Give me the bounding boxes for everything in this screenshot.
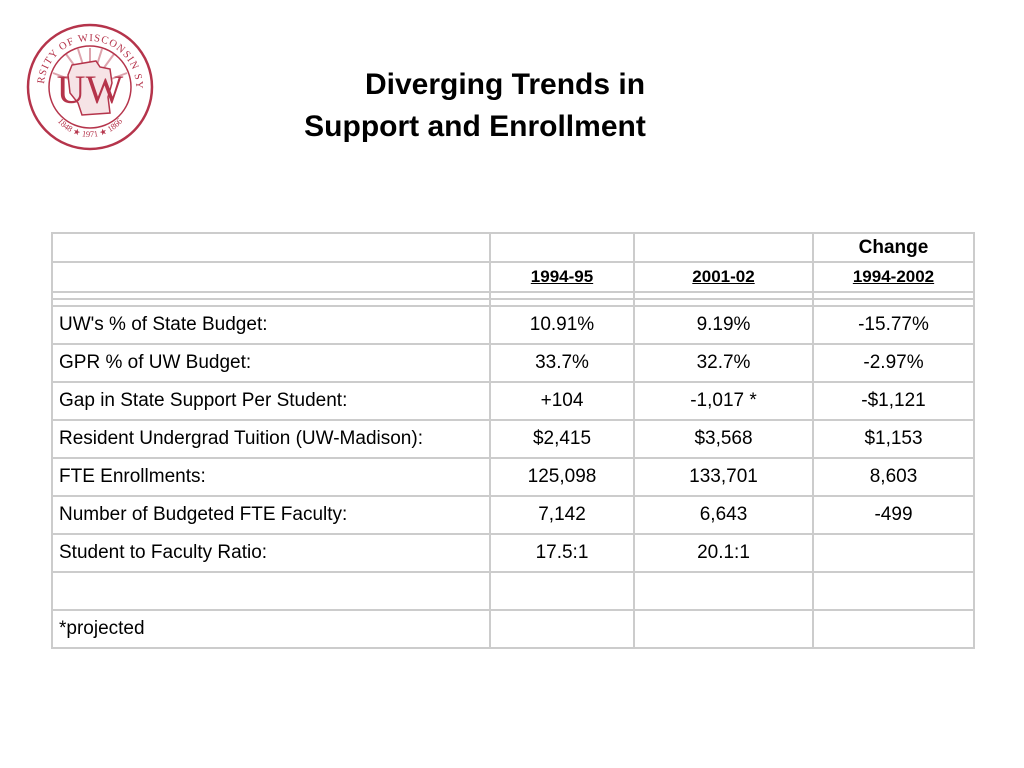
table-row: FTE Enrollments: 125,098 133,701 8,603 xyxy=(51,457,975,497)
header-cell-2001-02: 2001-02 xyxy=(633,261,814,293)
seal-icon: UNIVERSITY OF WISCONSIN SYSTEM UW 1848 ★… xyxy=(21,15,154,151)
footnote: *projected xyxy=(51,609,491,649)
table-cell: 125,098 xyxy=(489,457,635,497)
table-cell: -2.97% xyxy=(812,343,975,383)
header-row-top: Change xyxy=(51,232,975,263)
table-cell: $2,415 xyxy=(489,419,635,459)
table-cell xyxy=(633,609,814,649)
row-label: Resident Undergrad Tuition (UW-Madison): xyxy=(51,419,491,459)
spacer-row xyxy=(51,298,975,307)
uw-system-seal-logo: UNIVERSITY OF WISCONSIN SYSTEM UW 1848 ★… xyxy=(21,15,154,151)
row-label: UW's % of State Budget: xyxy=(51,305,491,345)
header-cell xyxy=(51,232,491,263)
header-cell xyxy=(51,261,491,293)
row-label: Gap in State Support Per Student: xyxy=(51,381,491,421)
table-cell: -499 xyxy=(812,495,975,535)
row-label: FTE Enrollments: xyxy=(51,457,491,497)
table-cell xyxy=(812,533,975,573)
table-row: GPR % of UW Budget: 33.7% 32.7% -2.97% xyxy=(51,343,975,383)
table-cell xyxy=(812,609,975,649)
table-cell: 33.7% xyxy=(489,343,635,383)
header-cell xyxy=(633,232,814,263)
table-cell: 133,701 xyxy=(633,457,814,497)
table-cell: 8,603 xyxy=(812,457,975,497)
row-label xyxy=(51,571,491,611)
table-row: Student to Faculty Ratio: 17.5:1 20.1:1 xyxy=(51,533,975,573)
title-line-1: Diverging Trends in xyxy=(364,68,646,101)
header-cell-1994-95: 1994-95 xyxy=(489,261,635,293)
header-cell-change: Change xyxy=(812,232,975,263)
table-cell: 10.91% xyxy=(489,305,635,345)
row-label: Number of Budgeted FTE Faculty: xyxy=(51,495,491,535)
table-cell xyxy=(489,571,635,611)
footnote-row: *projected xyxy=(51,609,975,649)
table-row: UW's % of State Budget: 10.91% 9.19% -15… xyxy=(51,305,975,345)
table-cell xyxy=(489,609,635,649)
title-line-2: Support and Enrollment xyxy=(304,110,646,143)
table-cell: 6,643 xyxy=(633,495,814,535)
table-cell: 17.5:1 xyxy=(489,533,635,573)
header-row-bottom: 1994-95 2001-02 1994-2002 xyxy=(51,261,975,293)
header-cell-1994-2002: 1994-2002 xyxy=(812,261,975,293)
table-cell xyxy=(633,571,814,611)
table-row: Resident Undergrad Tuition (UW-Madison):… xyxy=(51,419,975,459)
table-cell: 32.7% xyxy=(633,343,814,383)
table-cell: $3,568 xyxy=(633,419,814,459)
table-cell: 9.19% xyxy=(633,305,814,345)
table-cell: $1,153 xyxy=(812,419,975,459)
table-cell xyxy=(812,571,975,611)
table-cell: 7,142 xyxy=(489,495,635,535)
row-label: Student to Faculty Ratio: xyxy=(51,533,491,573)
table-cell: -15.77% xyxy=(812,305,975,345)
table-cell: +104 xyxy=(489,381,635,421)
trends-table: Change 1994-95 2001-02 1994-2002 UW's % … xyxy=(51,232,975,649)
seal-monogram: UW xyxy=(57,67,124,112)
table-row: Number of Budgeted FTE Faculty: 7,142 6,… xyxy=(51,495,975,535)
table-cell: -1,017 * xyxy=(633,381,814,421)
page-title: Diverging Trends in Support and Enrollme… xyxy=(260,64,750,148)
header-cell xyxy=(489,232,635,263)
table-row xyxy=(51,571,975,611)
table-cell: 20.1:1 xyxy=(633,533,814,573)
table-cell: -$1,121 xyxy=(812,381,975,421)
spacer-row xyxy=(51,291,975,300)
row-label: GPR % of UW Budget: xyxy=(51,343,491,383)
table-row: Gap in State Support Per Student: +104 -… xyxy=(51,381,975,421)
